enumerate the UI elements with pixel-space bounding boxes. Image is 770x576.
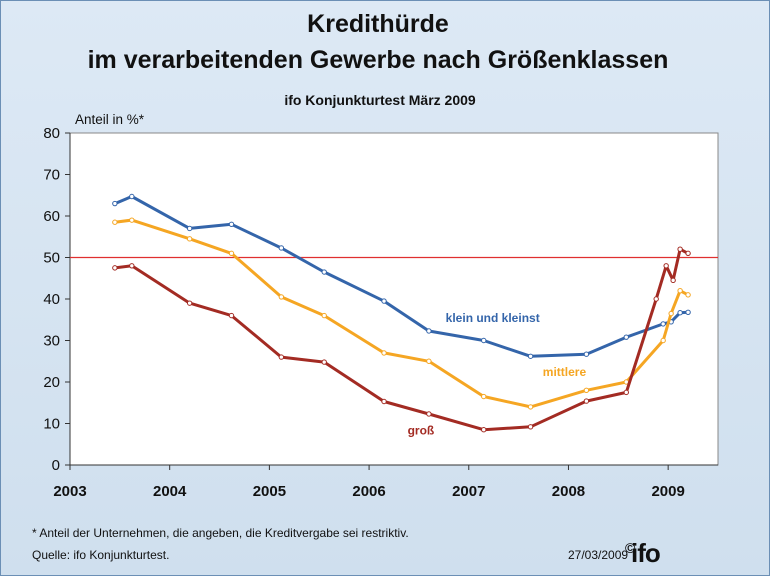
y-tick-label: 10	[43, 416, 60, 433]
copyright-symbol: ©	[625, 540, 636, 556]
data-point	[653, 296, 659, 302]
data-point	[481, 427, 487, 433]
data-point	[228, 312, 235, 319]
data-point	[321, 359, 327, 365]
data-point	[278, 245, 285, 251]
data-point	[426, 411, 432, 417]
x-tick-label: 2003	[53, 483, 86, 500]
data-point	[660, 321, 666, 327]
data-point	[186, 225, 193, 232]
footnote: * Anteil der Unternehmen, die angeben, d…	[32, 526, 409, 540]
data-point	[228, 221, 235, 228]
date-stamp: 27/03/2009	[568, 548, 629, 562]
y-tick-label: 50	[43, 250, 60, 267]
data-point	[685, 250, 691, 257]
source-note: Quelle: ifo Konjunkturtest.	[32, 548, 170, 562]
plot-area	[69, 132, 719, 466]
y-tick-label: 80	[43, 125, 60, 142]
data-point	[381, 298, 387, 304]
series-line	[114, 218, 689, 409]
data-point	[278, 294, 285, 300]
data-point	[583, 351, 590, 357]
y-tick-label: 0	[52, 457, 60, 474]
chart-title-line2: im verarbeitenden Gewerbe nach Größenkla…	[87, 46, 669, 74]
data-point	[677, 309, 683, 316]
data-point	[668, 310, 674, 317]
data-point	[481, 337, 487, 344]
y-tick-label: 60	[43, 208, 60, 225]
data-point	[426, 328, 432, 334]
data-point	[186, 236, 193, 242]
data-point	[278, 354, 285, 360]
data-point	[685, 292, 691, 298]
data-point	[527, 424, 534, 430]
data-point	[381, 350, 387, 356]
data-point	[381, 398, 387, 405]
x-tick-label: 2008	[552, 483, 585, 500]
data-point	[623, 389, 629, 396]
data-point	[112, 200, 118, 207]
data-point	[527, 353, 534, 359]
chart-subtitle: ifo Konjunkturtest März 2009	[284, 92, 476, 108]
data-point	[186, 300, 193, 306]
data-point	[481, 393, 487, 400]
data-point	[129, 263, 135, 269]
data-point	[670, 277, 676, 284]
ifo-logo: ifo	[631, 538, 661, 568]
data-point	[228, 250, 235, 257]
data-point	[321, 269, 327, 275]
y-axis-label: Anteil in %*	[75, 112, 145, 127]
data-point	[663, 263, 669, 269]
data-point	[660, 337, 666, 344]
y-tick-label: 30	[43, 333, 60, 350]
data-point	[685, 309, 691, 315]
y-tick-label: 40	[43, 291, 60, 308]
chart-title-line1: Kredithürde	[307, 10, 449, 38]
data-point	[583, 387, 590, 393]
y-tick-label: 20	[43, 374, 60, 391]
series-label: groß	[408, 424, 435, 438]
x-tick-label: 2009	[651, 483, 684, 500]
data-point	[527, 404, 534, 410]
x-tick-label: 2007	[452, 483, 485, 500]
data-point	[583, 398, 590, 404]
data-point	[112, 219, 118, 225]
series-label: klein und kleinst	[446, 311, 540, 325]
y-tick-label: 70	[43, 167, 60, 184]
x-tick-label: 2006	[352, 483, 385, 500]
x-tick-label: 2005	[253, 483, 286, 500]
data-point	[677, 288, 683, 294]
x-tick-label: 2004	[153, 483, 187, 500]
data-point	[112, 265, 118, 271]
data-point	[129, 193, 135, 200]
data-point	[623, 334, 629, 340]
series-label: mittlere	[543, 365, 587, 379]
data-point	[426, 358, 432, 364]
data-point	[321, 312, 327, 319]
data-point	[677, 246, 683, 252]
data-point	[129, 217, 135, 223]
